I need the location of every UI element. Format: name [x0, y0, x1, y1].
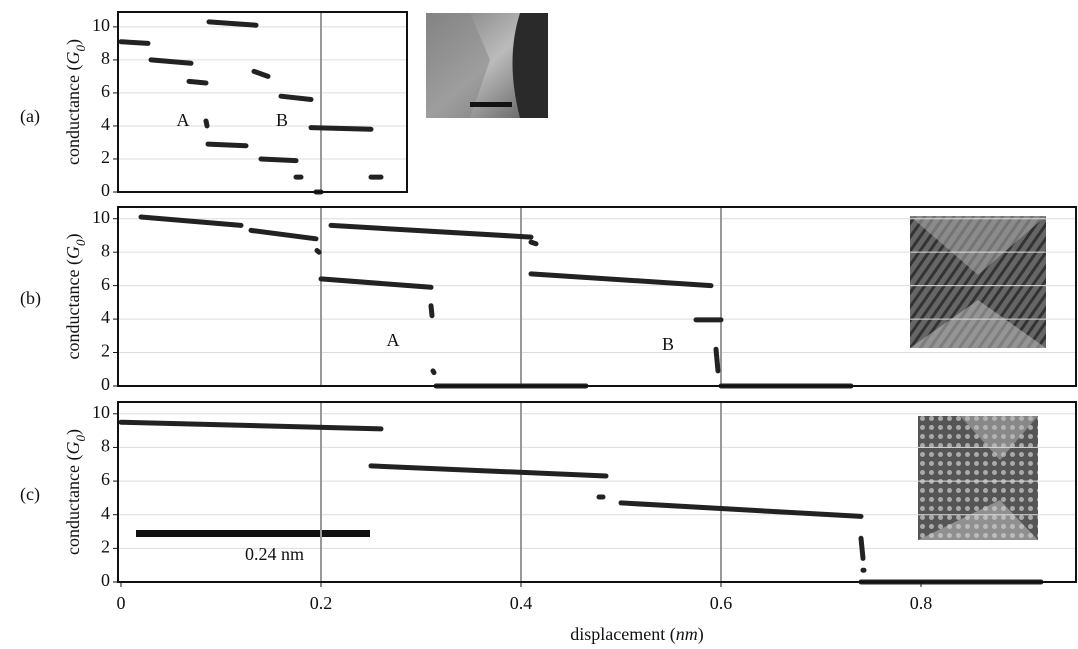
- y-tick-label: 4: [101, 503, 110, 523]
- y-axis-label: conductance (G0): [63, 234, 88, 360]
- y-axis-label-part: 0: [73, 239, 88, 246]
- x-tick-label: 0.4: [510, 593, 533, 613]
- x-axis-label-part: nm: [676, 624, 698, 644]
- y-axis-label-part: G: [63, 246, 83, 259]
- y-axis-label-part: conductance (: [63, 65, 84, 165]
- y-axis-label-part: ): [63, 429, 84, 435]
- y-tick-label: 8: [101, 48, 110, 68]
- x-tick-label: 0.8: [910, 593, 933, 613]
- plot-frame: [117, 11, 408, 193]
- y-tick-label: 10: [92, 15, 110, 35]
- y-axis-label-part: 0: [73, 45, 88, 52]
- y-tick-label: 4: [101, 307, 110, 327]
- annotation: A: [387, 330, 400, 350]
- y-axis-label-part: 0: [73, 435, 88, 442]
- y-tick-label: 2: [101, 147, 110, 167]
- inset-image-c: [918, 416, 1038, 540]
- annotation: B: [662, 334, 674, 354]
- y-tick-label: 10: [92, 402, 110, 422]
- y-tick-label: 2: [101, 536, 110, 556]
- y-axis-label-part: ): [63, 234, 84, 240]
- inset-image-a: [426, 13, 548, 118]
- panel-label: (c): [20, 484, 40, 505]
- y-tick-label: 8: [101, 436, 110, 456]
- y-tick-label: 4: [101, 114, 110, 134]
- y-tick-label: 10: [92, 207, 110, 227]
- x-axis-label-part: displacement (: [570, 624, 675, 645]
- panel-label: (a): [20, 106, 40, 127]
- annotation: A: [177, 110, 190, 130]
- conductance-trace: [118, 19, 384, 195]
- y-axis-label-part: G: [63, 442, 83, 455]
- x-tick-label: 0.2: [310, 593, 333, 613]
- y-tick-label: 0: [101, 570, 110, 590]
- conductance-trace: [118, 419, 1044, 585]
- y-tick-label: 6: [101, 274, 110, 294]
- x-axis-label: displacement (nm): [570, 624, 703, 645]
- inset-image-b: [910, 216, 1046, 348]
- plot-frame: [117, 206, 1077, 387]
- annotation: 0.24 nm: [245, 544, 304, 564]
- y-tick-label: 2: [101, 341, 110, 361]
- panel-label: (b): [20, 288, 41, 309]
- y-tick-label: 0: [101, 180, 110, 200]
- x-axis-label-part: ): [698, 624, 704, 645]
- annotation: B: [276, 110, 288, 130]
- y-tick-label: 0: [101, 374, 110, 394]
- scale-bar: [136, 530, 370, 537]
- y-axis-label-part: conductance (: [63, 259, 84, 359]
- y-axis-label-part: ): [63, 39, 84, 45]
- y-tick-label: 6: [101, 469, 110, 489]
- y-tick-label: 8: [101, 240, 110, 260]
- x-tick-label: 0: [117, 593, 126, 613]
- y-axis-label: conductance (G0): [63, 39, 88, 165]
- plot-frame: [117, 401, 1077, 583]
- y-axis-label-part: G: [63, 52, 83, 65]
- y-axis-label: conductance (G0): [63, 429, 88, 555]
- y-tick-label: 6: [101, 81, 110, 101]
- x-tick-label: 0.6: [710, 593, 733, 613]
- conductance-trace: [138, 214, 854, 389]
- y-axis-label-part: conductance (: [63, 455, 84, 555]
